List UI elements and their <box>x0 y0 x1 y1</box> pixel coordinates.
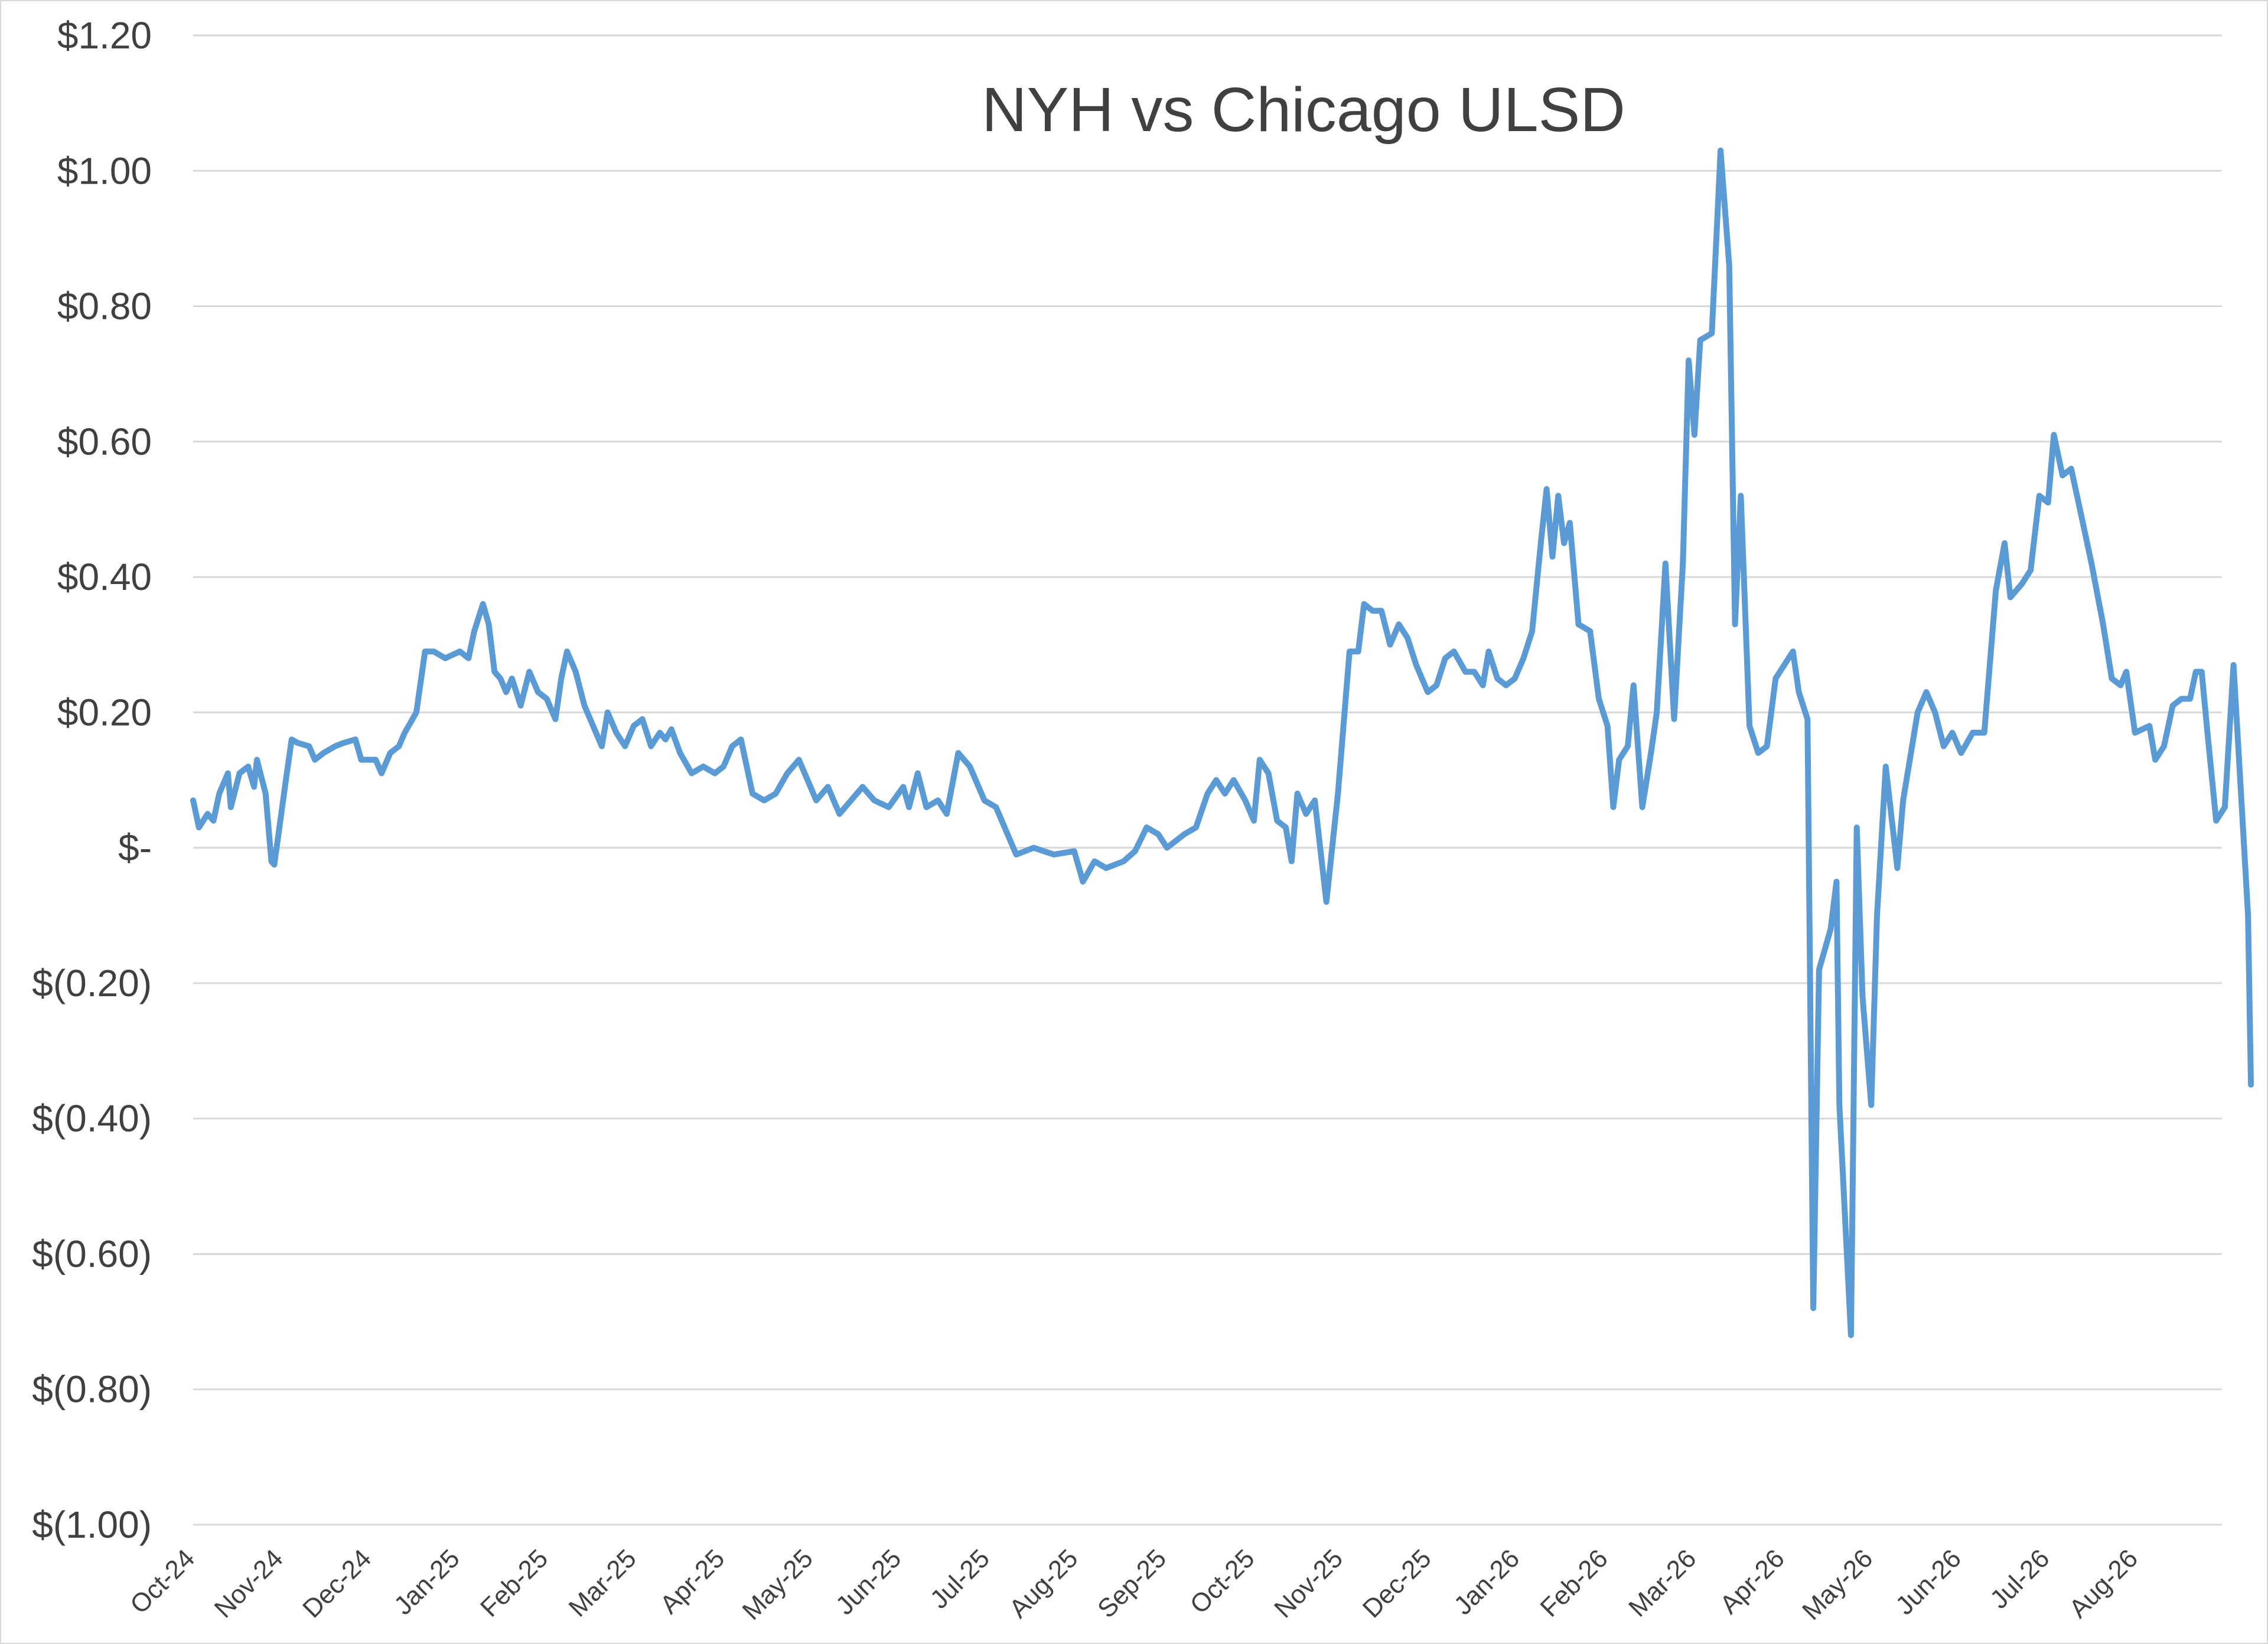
y-tick-label: $(0.80) <box>32 1368 152 1411</box>
x-axis-ticks: Oct-24 Nov-24 Dec-24 Jan-25 Feb-25 Mar-25 Apr-… <box>125 1544 2143 1625</box>
x-tick-label: Nov-25 <box>1269 1544 1348 1623</box>
x-tick-label: Jun-26 <box>1890 1544 1967 1620</box>
y-tick-label: $(0.60) <box>32 1232 152 1275</box>
x-tick-label: Jan-25 <box>389 1544 465 1620</box>
y-tick-label: $0.40 <box>57 556 152 598</box>
series-layer <box>190 147 2254 1338</box>
x-tick-label: Jul-25 <box>925 1544 995 1614</box>
series-line <box>190 147 2254 1338</box>
x-tick-label: Sep-25 <box>1092 1544 1172 1623</box>
y-tick-label: $0.60 <box>57 420 152 463</box>
x-tick-label: Apr-26 <box>1715 1544 1790 1619</box>
x-tick-label: May-25 <box>737 1544 818 1625</box>
x-tick-label: Oct-25 <box>1185 1544 1260 1619</box>
y-tick-label: $(0.20) <box>32 962 152 1004</box>
y-axis-ticks: $1.20 $1.00 $0.80 $0.60 $0.40 $0.20 $- $(0.20) $… <box>32 14 152 1546</box>
y-tick-label: $1.20 <box>57 14 152 57</box>
y-tick-label: $0.80 <box>57 285 152 328</box>
x-tick-label: Oct-24 <box>125 1544 200 1619</box>
y-tick-label: $(1.00) <box>32 1503 152 1546</box>
y-tick-label: $0.20 <box>57 691 152 733</box>
chart-title: NYH vs Chicago ULSD <box>982 75 1625 145</box>
x-tick-label: Apr-25 <box>654 1544 730 1619</box>
x-tick-label: Jun-25 <box>830 1544 907 1620</box>
y-tick-label: $1.00 <box>57 149 152 192</box>
x-tick-label: Mar-26 <box>1623 1544 1702 1622</box>
y-tick-label: $(0.40) <box>32 1097 152 1140</box>
x-tick-label: Jul-26 <box>1984 1544 2055 1614</box>
x-tick-label: Jan-26 <box>1448 1544 1525 1620</box>
x-tick-label: Mar-25 <box>563 1544 642 1622</box>
x-tick-label: Dec-25 <box>1357 1544 1437 1623</box>
x-tick-label: May-26 <box>1797 1544 1878 1625</box>
y-tick-label: $- <box>118 827 152 869</box>
x-tick-label: Aug-26 <box>2064 1544 2143 1623</box>
x-tick-label: Aug-25 <box>1004 1544 1084 1623</box>
x-tick-label: Nov-24 <box>209 1544 289 1623</box>
x-tick-label: Feb-26 <box>1535 1544 1614 1622</box>
gridlines <box>193 34 2222 1526</box>
x-tick-label: Feb-25 <box>475 1544 553 1622</box>
x-tick-label: Dec-24 <box>297 1544 377 1623</box>
